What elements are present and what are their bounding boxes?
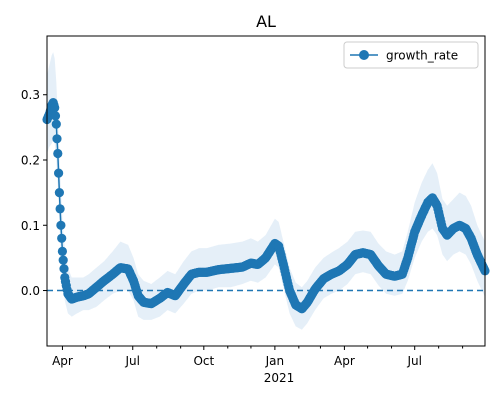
data-point — [54, 168, 64, 178]
data-point — [57, 233, 67, 243]
x-year-label: 2021 — [264, 371, 295, 385]
legend-box — [343, 41, 479, 69]
legend-label: growth_rate — [386, 49, 458, 63]
data-point — [52, 134, 62, 144]
data-point — [56, 220, 66, 230]
y-tick-label: 0.0 — [21, 284, 40, 298]
x-tick-label: Jan — [265, 354, 285, 368]
x-tick-label: Jul — [125, 354, 140, 368]
x-tick-label: Oct — [193, 354, 214, 368]
data-point — [50, 103, 60, 113]
data-point — [55, 204, 65, 214]
data-point — [57, 246, 67, 256]
y-tick-label: 0.3 — [21, 88, 40, 102]
data-point — [54, 188, 64, 198]
y-tick-label: 0.2 — [21, 154, 40, 168]
legend: growth_rate — [343, 41, 479, 69]
data-point — [58, 255, 68, 265]
y-axis: 0.0 0.1 0.2 0.3 — [21, 88, 47, 298]
x-tick-label: Apr — [334, 354, 355, 368]
x-tick-label: Jul — [406, 354, 421, 368]
data-point — [53, 148, 63, 159]
series-points-layer — [42, 98, 490, 314]
chart-title: AL — [256, 12, 276, 31]
data-point — [59, 264, 69, 274]
data-point — [51, 119, 61, 129]
x-tick-label: Apr — [52, 354, 73, 368]
plot-frame — [46, 35, 486, 347]
data-point — [50, 111, 61, 121]
y-tick-label: 0.1 — [21, 219, 40, 233]
x-axis: Apr Jul Oct Jan Apr Jul — [52, 346, 464, 368]
legend-marker — [359, 50, 369, 60]
